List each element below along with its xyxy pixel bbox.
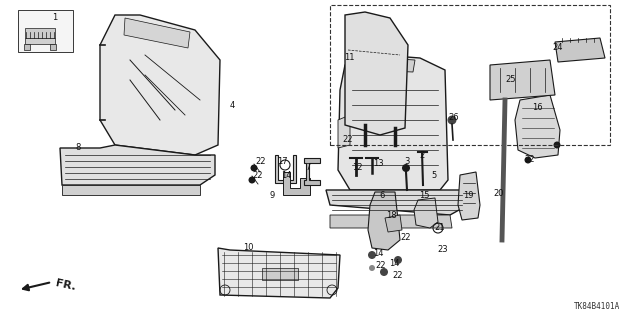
Text: 22: 22 [343, 136, 353, 145]
Text: 5: 5 [431, 172, 436, 181]
Text: 12: 12 [352, 162, 362, 172]
Text: 4: 4 [229, 100, 235, 109]
Polygon shape [262, 268, 298, 280]
Polygon shape [458, 172, 480, 220]
Polygon shape [490, 60, 555, 100]
Text: 26: 26 [449, 114, 460, 122]
Text: 22: 22 [376, 261, 387, 270]
Text: 19: 19 [463, 190, 473, 199]
Text: 20: 20 [493, 189, 504, 197]
Circle shape [554, 142, 561, 149]
Text: 1: 1 [52, 13, 58, 23]
Text: 10: 10 [243, 243, 253, 253]
Text: 16: 16 [532, 103, 542, 113]
Polygon shape [60, 145, 215, 185]
Text: 7: 7 [305, 164, 310, 173]
Polygon shape [304, 158, 320, 185]
Polygon shape [338, 115, 350, 148]
Circle shape [380, 268, 388, 276]
Polygon shape [515, 95, 560, 158]
Polygon shape [368, 192, 400, 250]
Text: 22: 22 [256, 158, 266, 167]
Text: 22: 22 [393, 271, 403, 279]
Polygon shape [124, 18, 190, 48]
Polygon shape [330, 215, 452, 228]
Text: 22: 22 [253, 170, 263, 180]
Text: 14: 14 [388, 258, 399, 268]
Text: 11: 11 [344, 53, 355, 62]
Polygon shape [555, 38, 605, 62]
Text: TK84B4101A: TK84B4101A [573, 302, 620, 311]
Polygon shape [385, 215, 402, 232]
Text: 21: 21 [435, 222, 445, 232]
Text: 8: 8 [76, 144, 81, 152]
Text: 14: 14 [281, 170, 291, 180]
Polygon shape [283, 172, 310, 195]
Text: 3: 3 [404, 158, 410, 167]
Circle shape [394, 256, 402, 264]
Text: 14: 14 [372, 249, 383, 258]
Polygon shape [345, 12, 408, 135]
Text: 22: 22 [401, 233, 412, 241]
Text: 17: 17 [276, 158, 287, 167]
Text: FR.: FR. [55, 278, 77, 292]
Circle shape [250, 165, 257, 172]
Circle shape [368, 251, 376, 259]
Text: 18: 18 [386, 211, 396, 220]
Polygon shape [218, 248, 340, 298]
Polygon shape [100, 15, 220, 155]
Bar [330, 5, 610, 145]
Polygon shape [25, 38, 55, 44]
Circle shape [369, 265, 375, 271]
Circle shape [447, 115, 456, 124]
Text: 6: 6 [380, 191, 385, 201]
Polygon shape [326, 190, 468, 215]
Bar [18, 10, 73, 52]
Polygon shape [275, 155, 296, 183]
Polygon shape [338, 55, 448, 190]
Text: 15: 15 [419, 191, 429, 201]
Polygon shape [365, 57, 415, 72]
Polygon shape [24, 44, 30, 50]
Text: 25: 25 [506, 76, 516, 85]
Circle shape [436, 226, 440, 230]
Circle shape [402, 164, 410, 172]
Polygon shape [25, 28, 55, 38]
Circle shape [248, 176, 255, 183]
Circle shape [525, 157, 531, 164]
Text: 13: 13 [372, 159, 383, 167]
Polygon shape [50, 44, 56, 50]
Text: 9: 9 [269, 191, 275, 201]
Text: 2: 2 [419, 151, 424, 160]
Text: 24: 24 [553, 43, 563, 53]
Polygon shape [414, 198, 438, 228]
Polygon shape [62, 185, 200, 195]
Text: 22: 22 [525, 155, 535, 165]
Text: 23: 23 [438, 246, 448, 255]
